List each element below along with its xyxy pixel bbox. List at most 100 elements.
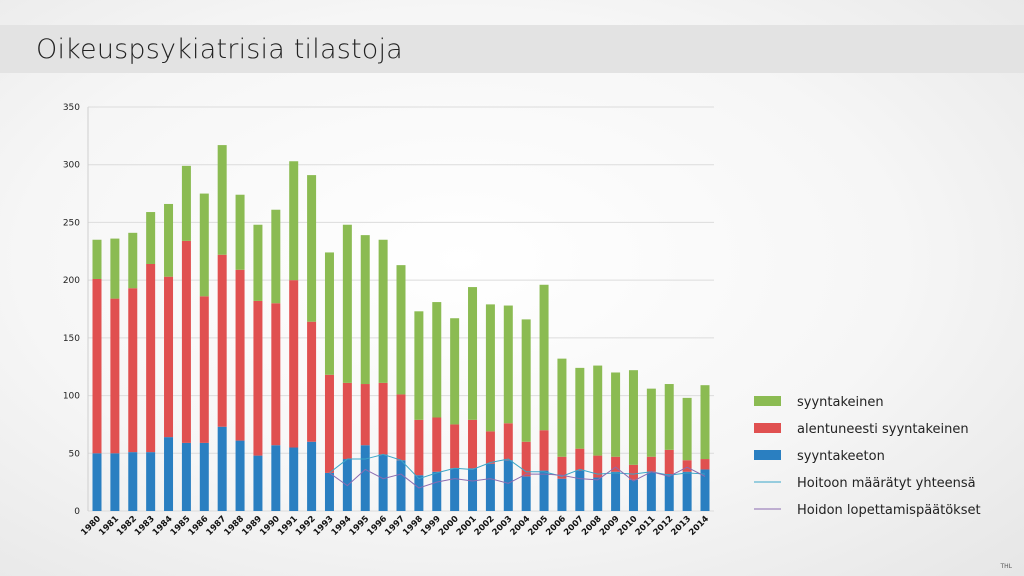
y-tick-label: 50 xyxy=(69,449,81,459)
bar-syyntakeeton-2009 xyxy=(611,471,621,511)
legend-swatch xyxy=(754,423,781,433)
bar-alentuneesti-syyntakeinen-2013 xyxy=(682,460,692,472)
bar-syyntakeeton-2000 xyxy=(450,468,460,511)
bar-syyntakeinen-1994 xyxy=(342,224,352,383)
legend-swatch xyxy=(754,450,781,460)
bar-alentuneesti-syyntakeinen-2006 xyxy=(557,456,567,479)
y-tick-label: 250 xyxy=(63,218,80,228)
thl-logo: THL xyxy=(1000,563,1012,570)
bar-syyntakeeton-2001 xyxy=(468,468,478,511)
line-Hoidon-lopettamispäätökset xyxy=(329,466,706,489)
bar-syyntakeinen-1987 xyxy=(217,145,227,255)
bar-alentuneesti-syyntakeinen-2008 xyxy=(593,455,603,478)
bar-syyntakeeton-1992 xyxy=(307,441,317,511)
y-tick-label: 300 xyxy=(63,161,80,171)
legend-label: alentuneesti syyntakeinen xyxy=(797,422,969,437)
bar-syyntakeinen-2007 xyxy=(575,367,585,449)
legend-swatch xyxy=(754,396,781,406)
bar-syyntakeinen-1997 xyxy=(396,265,406,395)
bar-syyntakeinen-1990 xyxy=(271,209,281,304)
bar-syyntakeinen-2013 xyxy=(682,397,692,461)
bar-alentuneesti-syyntakeinen-1990 xyxy=(271,303,281,446)
bar-syyntakeinen-1996 xyxy=(378,239,388,383)
legend-label: syyntakeinen xyxy=(797,395,884,410)
bar-alentuneesti-syyntakeinen-1987 xyxy=(217,254,227,427)
bar-alentuneesti-syyntakeinen-2005 xyxy=(539,430,549,471)
bar-syyntakeinen-2005 xyxy=(539,284,549,431)
bar-alentuneesti-syyntakeinen-1993 xyxy=(324,374,334,473)
bar-syyntakeeton-1980 xyxy=(92,453,102,511)
bar-syyntakeeton-1987 xyxy=(217,426,227,511)
bar-syyntakeeton-2004 xyxy=(521,476,531,511)
bar-alentuneesti-syyntakeinen-2009 xyxy=(611,456,621,472)
bar-syyntakeinen-1998 xyxy=(414,311,424,420)
bar-syyntakeinen-2008 xyxy=(593,365,603,456)
bar-syyntakeinen-2003 xyxy=(503,305,513,424)
bar-syyntakeinen-1986 xyxy=(199,193,209,297)
bar-syyntakeinen-2012 xyxy=(664,384,674,450)
bar-syyntakeinen-2001 xyxy=(468,287,478,420)
bar-alentuneesti-syyntakeinen-1984 xyxy=(164,276,174,438)
bar-syyntakeinen-1999 xyxy=(432,302,442,418)
legend-label: Hoidon lopettamispäätökset xyxy=(797,503,981,518)
bar-syyntakeinen-1993 xyxy=(324,252,334,375)
bar-syyntakeinen-2010 xyxy=(628,370,638,465)
bar-syyntakeeton-1986 xyxy=(199,442,209,511)
bar-syyntakeeton-1981 xyxy=(110,453,120,511)
legend-label: Hoitoon määrätyt yhteensä xyxy=(797,476,976,491)
bar-alentuneesti-syyntakeinen-1985 xyxy=(181,240,191,443)
page-title: Oikeuspsykiatrisia tilastoja xyxy=(36,34,403,65)
bar-syyntakeinen-1991 xyxy=(289,161,299,281)
bar-syyntakeeton-1984 xyxy=(164,437,174,511)
bar-syyntakeinen-1984 xyxy=(164,203,174,277)
bar-syyntakeinen-1989 xyxy=(253,224,263,301)
bar-alentuneesti-syyntakeinen-2004 xyxy=(521,441,531,477)
x-tick-label: 2014 xyxy=(687,514,711,538)
bar-syyntakeinen-2002 xyxy=(485,304,495,432)
bar-alentuneesti-syyntakeinen-1998 xyxy=(414,419,424,476)
bar-syyntakeinen-2009 xyxy=(611,372,621,457)
bar-alentuneesti-syyntakeinen-1983 xyxy=(146,263,156,453)
bar-alentuneesti-syyntakeinen-2012 xyxy=(664,449,674,475)
bar-syyntakeinen-1985 xyxy=(181,165,191,241)
bar-alentuneesti-syyntakeinen-2000 xyxy=(450,424,460,469)
bar-syyntakeeton-2011 xyxy=(646,471,656,511)
bar-syyntakeeton-2012 xyxy=(664,474,674,511)
y-tick-label: 0 xyxy=(74,507,80,517)
bar-alentuneesti-syyntakeinen-1986 xyxy=(199,296,209,443)
bar-syyntakeeton-2006 xyxy=(557,478,567,511)
bar-alentuneesti-syyntakeinen-2010 xyxy=(628,464,638,480)
bar-alentuneesti-syyntakeinen-1994 xyxy=(342,382,352,460)
bar-syyntakeeton-2008 xyxy=(593,477,603,511)
y-tick-label: 150 xyxy=(63,334,80,344)
bar-syyntakeinen-2004 xyxy=(521,319,531,442)
bar-alentuneesti-syyntakeinen-1991 xyxy=(289,280,299,448)
bar-syyntakeeton-2010 xyxy=(628,479,638,511)
bar-syyntakeinen-1992 xyxy=(307,175,317,322)
bar-syyntakeeton-2014 xyxy=(700,469,710,511)
bar-syyntakeeton-1988 xyxy=(235,440,245,511)
bar-syyntakeinen-1988 xyxy=(235,194,245,270)
bar-syyntakeinen-1982 xyxy=(128,232,138,289)
bar-alentuneesti-syyntakeinen-2001 xyxy=(468,419,478,469)
bar-alentuneesti-syyntakeinen-1997 xyxy=(396,394,406,461)
bar-syyntakeeton-1989 xyxy=(253,455,263,511)
bar-syyntakeeton-1997 xyxy=(396,460,406,511)
bar-syyntakeeton-1983 xyxy=(146,452,156,511)
bar-syyntakeeton-1985 xyxy=(181,442,191,511)
bar-syyntakeeton-2005 xyxy=(539,470,549,511)
y-tick-label: 200 xyxy=(63,276,80,286)
bar-alentuneesti-syyntakeinen-1992 xyxy=(307,321,317,442)
bar-syyntakeeton-1993 xyxy=(324,472,334,511)
bar-syyntakeinen-2006 xyxy=(557,358,567,457)
bar-syyntakeinen-1981 xyxy=(110,238,120,299)
bar-syyntakeeton-1982 xyxy=(128,452,138,511)
bar-alentuneesti-syyntakeinen-1980 xyxy=(92,278,102,454)
bar-alentuneesti-syyntakeinen-1995 xyxy=(360,384,370,446)
bar-syyntakeinen-1980 xyxy=(92,239,102,279)
bar-alentuneesti-syyntakeinen-1996 xyxy=(378,382,388,455)
bar-syyntakeinen-2000 xyxy=(450,318,460,425)
bar-syyntakeeton-1991 xyxy=(289,447,299,511)
bar-syyntakeinen-2014 xyxy=(700,385,710,460)
bar-alentuneesti-syyntakeinen-2007 xyxy=(575,448,585,471)
